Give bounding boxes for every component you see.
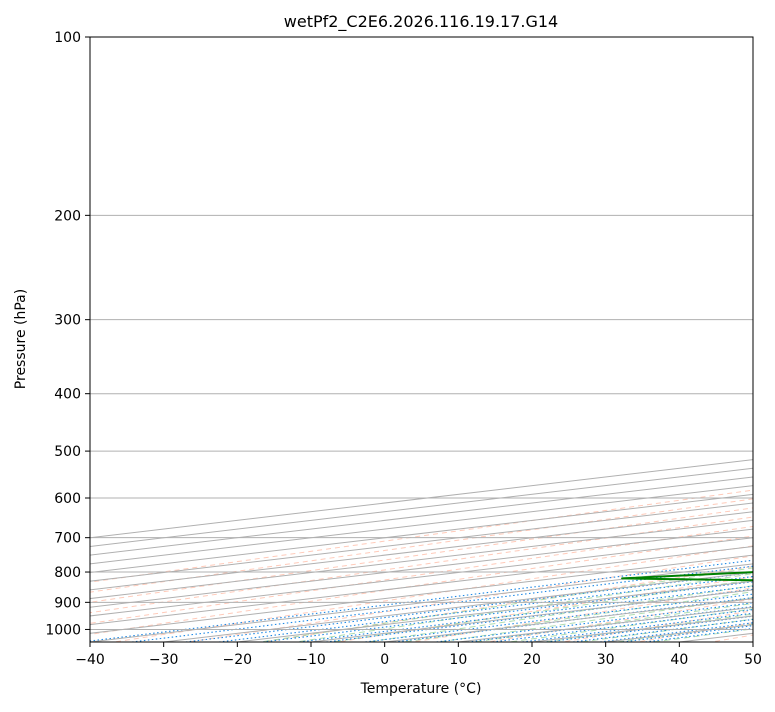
x-tick-label: −30 — [149, 652, 179, 668]
y-tick-label: 900 — [54, 595, 81, 611]
y-tick-label: 600 — [54, 491, 81, 507]
y-tick-label: 500 — [54, 444, 81, 460]
y-tick-label: 700 — [54, 531, 81, 547]
x-tick-label: 40 — [670, 652, 688, 668]
y-tick-label: 100 — [54, 30, 81, 46]
y-tick-label: 300 — [54, 313, 81, 329]
y-tick-label: 1000 — [45, 622, 81, 638]
x-tick-label: −20 — [223, 652, 253, 668]
x-tick-label: 50 — [744, 652, 762, 668]
y-tick-label: 400 — [54, 387, 81, 403]
x-tick-label: 10 — [449, 652, 467, 668]
x-tick-label: 20 — [523, 652, 541, 668]
y-tick-label: 800 — [54, 565, 81, 581]
x-axis-label: Temperature (°C) — [360, 681, 482, 697]
y-axis-label: Pressure (hPa) — [13, 289, 29, 389]
chart-title: wetPf2_C2E6.2026.116.19.17.G14 — [284, 12, 558, 32]
y-tick-label: 200 — [54, 208, 81, 224]
x-tick-label: −10 — [296, 652, 326, 668]
x-tick-label: −40 — [75, 652, 105, 668]
x-tick-label: 30 — [597, 652, 615, 668]
x-tick-label: 0 — [380, 652, 389, 668]
